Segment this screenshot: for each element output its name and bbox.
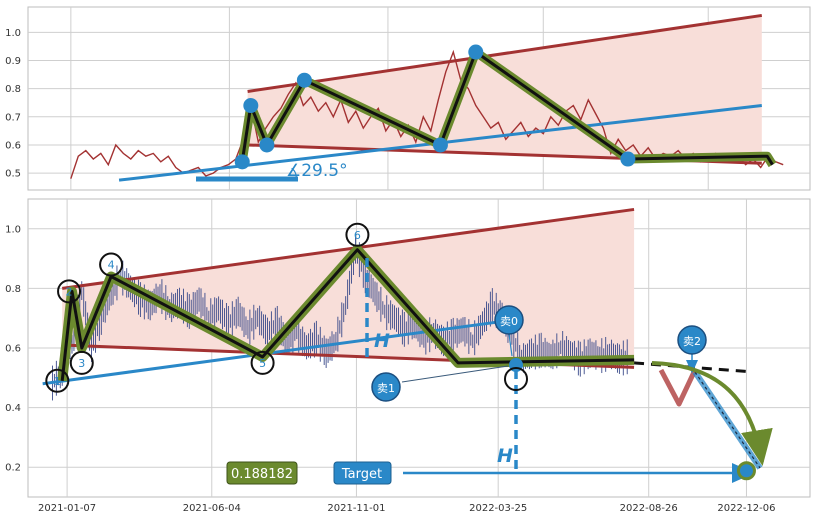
bottom-y-tick-label: 1.0 xyxy=(5,224,21,235)
pivot-label: 6 xyxy=(354,229,361,242)
top-pivot-point xyxy=(243,98,259,114)
height-label-lower: H xyxy=(497,445,513,467)
target-curve-arrow xyxy=(651,361,773,466)
pivot-label-ring xyxy=(250,350,275,375)
bottom-y-tick-label: 0.2 xyxy=(5,463,21,474)
bottom-y-tick-label: 0.6 xyxy=(5,344,21,355)
bottom-x-tick-label: 2022-12-06 xyxy=(717,503,775,514)
top-pivot-point xyxy=(296,72,312,88)
top-pivot-point xyxy=(620,151,636,167)
sell-badge-0-label: 卖0 xyxy=(500,315,518,328)
bottom-y-tick-label: 0.4 xyxy=(5,403,21,414)
bottom-x-tick-label: 2021-06-04 xyxy=(183,503,241,514)
sell-badge-1-label: 卖1 xyxy=(377,382,395,395)
pivot-label: 1 xyxy=(54,375,61,388)
top-pivot-point xyxy=(234,154,250,170)
top-pivot-point xyxy=(432,137,448,153)
top-y-tick-label: 0.5 xyxy=(5,169,21,180)
pivot-label-ring xyxy=(69,350,94,375)
bottom-x-tick-label: 2022-08-26 xyxy=(620,503,678,514)
top-pivot-point xyxy=(259,137,275,153)
sell-badge-2-label: 卖2 xyxy=(683,335,701,348)
value-tag-box xyxy=(226,461,298,485)
top-y-tick-label: 0.6 xyxy=(5,140,21,151)
top-pivot-point xyxy=(468,44,484,60)
top-y-tick-labels: 0.5 0.6 0.7 0.8 0.9 1.0 xyxy=(5,28,21,180)
top-channel-fill xyxy=(247,15,762,164)
bottom-x-tick-label: 2022-03-25 xyxy=(469,503,527,514)
pivot-label: 4 xyxy=(108,259,115,272)
top-y-tick-label: 0.9 xyxy=(5,56,21,67)
bottom-x-tick-label: 2021-11-01 xyxy=(327,503,385,514)
pivot-label: 3 xyxy=(78,357,85,370)
breakdown-ring xyxy=(504,367,528,391)
pivot-label-ring xyxy=(99,252,124,277)
sell-badge-1: 卖1 xyxy=(371,372,401,402)
sell-0-connector xyxy=(508,333,513,357)
bottom-x-tick-labels: 2021-01-07 2021-06-04 2021-11-01 2022-03-25… xyxy=(38,503,775,514)
value-tag-label: 0.188182 xyxy=(231,467,293,482)
pullback-red-v xyxy=(658,368,698,407)
target-tag-label: Target xyxy=(341,467,382,482)
bottom-y-tick-labels: 0.2 0.4 0.6 0.8 1.0 xyxy=(5,224,21,473)
sell-badge-2: 卖2 xyxy=(677,325,707,355)
pivot-label-ring xyxy=(345,222,370,247)
pivot-label-ring xyxy=(57,279,82,304)
top-panel: 0.5 0.6 0.7 0.8 0.9 1.0 ∡29.5° xyxy=(5,6,811,191)
bottom-x-tick-label: 2021-01-07 xyxy=(38,503,96,514)
sell-1-connector xyxy=(401,365,509,383)
bottom-panel: 0.20.40.60.81.0 2021-01-07 2021-06-04 2021… xyxy=(5,198,811,514)
bottom-y-tick-label: 0.8 xyxy=(5,284,21,295)
height-label-upper: H xyxy=(374,330,390,352)
top-channel-upper xyxy=(247,13,763,93)
top-chart-content xyxy=(70,13,784,182)
top-y-tick-label: 0.8 xyxy=(5,84,21,95)
top-y-tick-label: 1.0 xyxy=(5,28,21,39)
bottom-channel-upper xyxy=(62,207,635,290)
angle-label: ∡29.5° xyxy=(286,161,348,181)
top-y-tick-label: 0.7 xyxy=(5,112,21,123)
pivot-label: 2 xyxy=(66,285,73,298)
pivot-label-ring xyxy=(45,368,70,393)
sell-badge-0: 卖0 xyxy=(494,305,524,335)
pivot-label: 5 xyxy=(259,357,266,370)
target-tag-box xyxy=(333,461,392,485)
target-point xyxy=(736,461,756,481)
